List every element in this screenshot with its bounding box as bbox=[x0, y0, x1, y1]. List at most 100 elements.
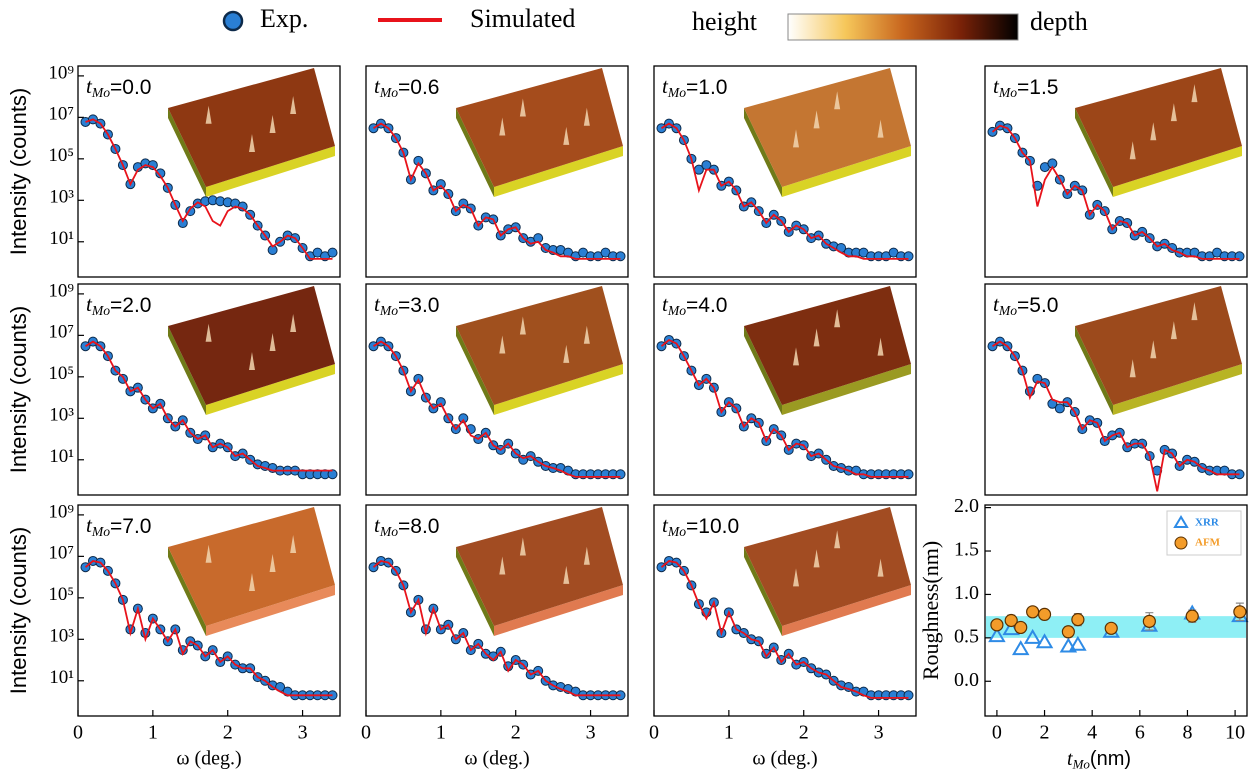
inset-spike bbox=[290, 95, 297, 114]
x-tick-label: 1 bbox=[436, 722, 446, 744]
inset-spike bbox=[583, 546, 590, 565]
inset-spike bbox=[877, 558, 884, 577]
label-subscript: Mo bbox=[379, 524, 398, 539]
inset-spike bbox=[583, 107, 590, 126]
inset-side bbox=[456, 326, 494, 415]
colorbar bbox=[787, 13, 1019, 41]
panel-border bbox=[984, 65, 1248, 278]
panel-label: tMo=0.6 bbox=[374, 74, 440, 100]
inset-spike bbox=[1170, 321, 1177, 340]
panel-border bbox=[77, 504, 341, 717]
simulated-line bbox=[85, 118, 333, 260]
afm-inset bbox=[456, 68, 623, 197]
afm-inset bbox=[744, 68, 911, 197]
y-axis-label: Intensity (counts) bbox=[6, 527, 31, 695]
panel-label: tMo=0.0 bbox=[86, 74, 152, 100]
label-symbol: t bbox=[86, 74, 93, 98]
label-text: =10.0 bbox=[686, 515, 739, 538]
label-subscript: Mo bbox=[91, 524, 110, 539]
inset-spike bbox=[1191, 302, 1198, 321]
inset-surface bbox=[744, 507, 911, 626]
inset-spike bbox=[1129, 359, 1136, 378]
simulated-line bbox=[85, 340, 333, 472]
simulated-line bbox=[373, 122, 621, 260]
inset-spike bbox=[813, 328, 820, 347]
inset-spike bbox=[1191, 84, 1198, 103]
x-tick-label: 0 bbox=[361, 722, 371, 744]
legend-label: XRR bbox=[1195, 517, 1220, 529]
y-tick-label: 10⁷ bbox=[48, 104, 74, 125]
data-point bbox=[1035, 633, 1054, 649]
simulated-line bbox=[373, 340, 621, 478]
x-tick-label: 2 bbox=[223, 722, 233, 744]
y-tick-label: 10¹ bbox=[49, 667, 74, 688]
inset-side bbox=[744, 108, 782, 197]
inset-spike bbox=[269, 554, 276, 572]
inset-side bbox=[168, 326, 206, 415]
inset-surface bbox=[456, 68, 623, 187]
inset-spike bbox=[290, 534, 297, 553]
inset-surface bbox=[1075, 68, 1242, 187]
label-symbol: t bbox=[86, 292, 93, 316]
x-tick-label: 3 bbox=[298, 722, 308, 744]
simulated-line bbox=[372, 560, 621, 697]
inset-spike bbox=[519, 537, 526, 556]
label-text: =1.0 bbox=[686, 76, 727, 99]
data-point bbox=[1142, 614, 1156, 628]
x-axis-label: ω (deg.) bbox=[464, 748, 529, 770]
inset-spike bbox=[793, 347, 799, 366]
label-subscript: Mo bbox=[998, 85, 1017, 100]
panel-border bbox=[653, 65, 917, 278]
simulated-line bbox=[660, 560, 909, 699]
inset-spike bbox=[519, 98, 526, 117]
panel-label: tMo=7.0 bbox=[86, 513, 152, 539]
x-axis-label: ω (deg.) bbox=[176, 748, 241, 770]
colorbar-label: depth bbox=[1030, 7, 1088, 36]
label-symbol: t bbox=[374, 513, 381, 537]
inset-side bbox=[206, 146, 335, 197]
y-axis-label: Intensity (counts) bbox=[6, 88, 31, 256]
inset-spike bbox=[205, 105, 212, 124]
y-tick-label: 10⁹ bbox=[48, 501, 74, 522]
y-tick-label: 10³ bbox=[49, 187, 74, 208]
label-text: =7.0 bbox=[110, 515, 151, 538]
data-point bbox=[1071, 613, 1085, 627]
inset-surface bbox=[1075, 286, 1242, 405]
inset-spike bbox=[519, 316, 526, 335]
data-point bbox=[1061, 625, 1075, 639]
afm-inset bbox=[744, 286, 911, 415]
simulated-line bbox=[84, 560, 333, 697]
afm-inset bbox=[1075, 286, 1242, 415]
data-point bbox=[1185, 609, 1199, 623]
label-subscript: Mo bbox=[91, 303, 110, 318]
afm-inset bbox=[456, 507, 623, 636]
afm-inset bbox=[1075, 68, 1242, 197]
inset-spike bbox=[583, 325, 590, 344]
inset-side bbox=[494, 585, 623, 636]
data-point bbox=[1233, 605, 1247, 619]
colorbar-label: height bbox=[692, 7, 758, 36]
legend-marker bbox=[1174, 536, 1188, 550]
data-point bbox=[1037, 607, 1052, 622]
inset-side bbox=[456, 108, 494, 197]
legend-marker bbox=[1173, 515, 1189, 528]
inset-spike bbox=[834, 309, 841, 328]
y-tick-label: 10³ bbox=[49, 405, 74, 426]
label-symbol: t bbox=[662, 74, 669, 98]
inset-spike bbox=[248, 573, 255, 592]
y-tick-label: 10¹ bbox=[49, 228, 74, 249]
panel-border bbox=[365, 283, 629, 496]
data-point bbox=[990, 618, 1004, 632]
label-symbol: t bbox=[993, 74, 1000, 98]
y-tick-label: 0.5 bbox=[954, 625, 979, 647]
simulated-line bbox=[992, 340, 1240, 492]
inset-side bbox=[1075, 108, 1113, 197]
x-tick-label: 1 bbox=[148, 722, 158, 744]
inset-side bbox=[1113, 146, 1242, 197]
data-point bbox=[1004, 613, 1018, 628]
x-tick-label: 3 bbox=[586, 722, 596, 744]
label-subscript: Mo bbox=[667, 85, 686, 100]
inset-spike bbox=[269, 333, 276, 351]
inset-spike bbox=[834, 91, 841, 110]
x-tick-label: 6 bbox=[1135, 722, 1145, 744]
